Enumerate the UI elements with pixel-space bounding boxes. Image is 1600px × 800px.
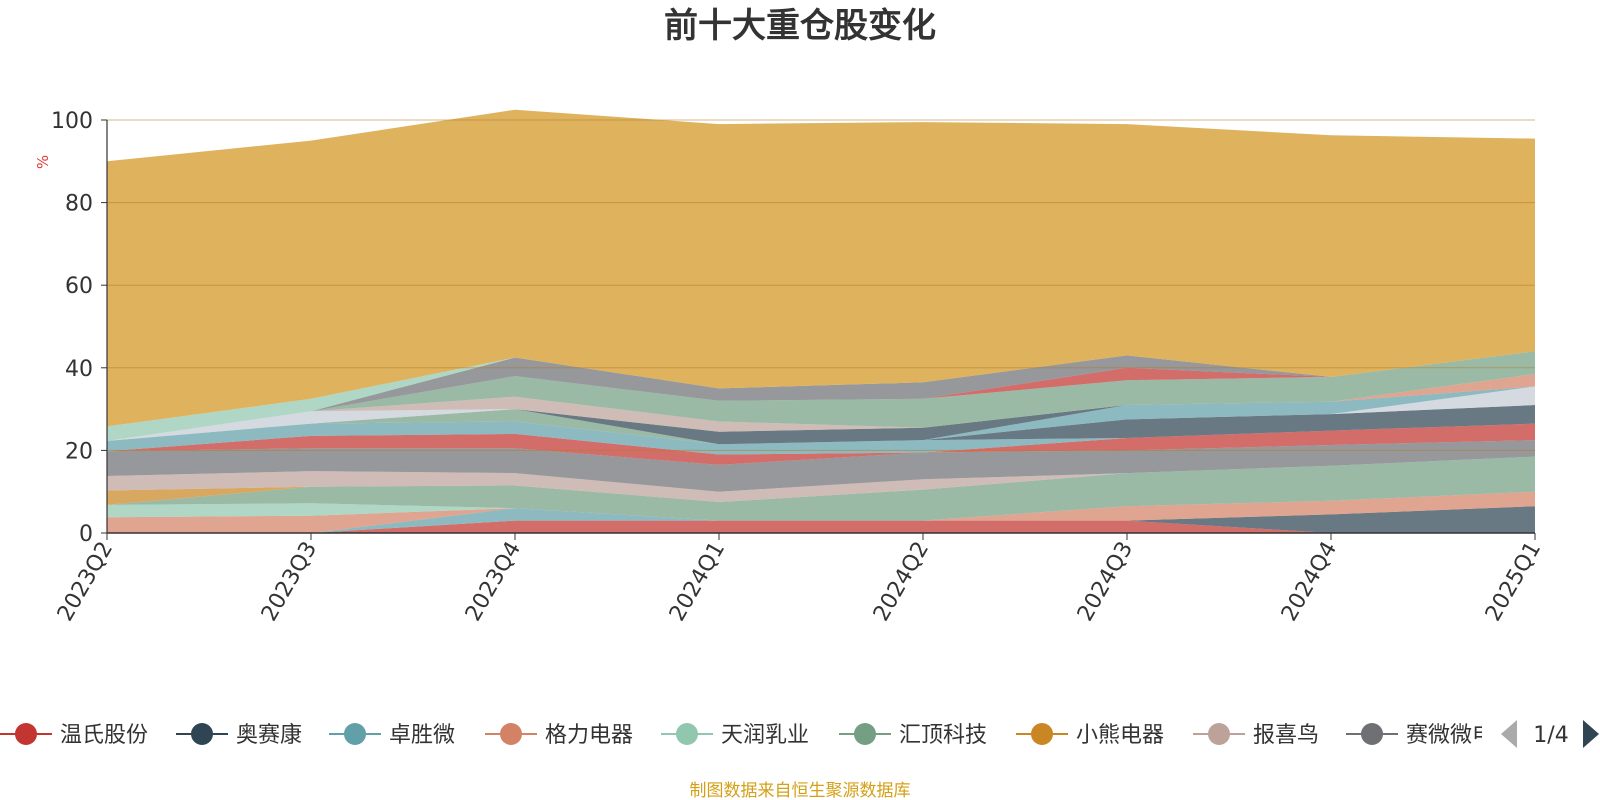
area-series-21 — [107, 374, 1535, 441]
legend-circle-icon — [1361, 723, 1383, 745]
legend: 温氏股份 奥赛康 卓胜微 格力电器 天润乳业 汇顶科技 小熊电器 报喜鸟 赛微微电 1/4 — [0, 720, 1599, 748]
area-series-26 — [107, 109, 1535, 427]
y-tick-label: 100 — [51, 109, 93, 134]
legend-circle-icon — [15, 723, 37, 745]
x-tick-label: 2024Q3 — [1073, 538, 1138, 626]
area-series-4 — [107, 491, 1535, 533]
legend-label: 汇顶科技 — [899, 723, 987, 748]
y-axis-label: % — [34, 155, 52, 169]
legend-item[interactable]: 格力电器 — [485, 723, 633, 748]
legend-label: 格力电器 — [545, 723, 633, 748]
legend-prev-page-icon[interactable] — [1501, 720, 1517, 748]
area-series-15 — [107, 405, 1535, 445]
legend-item[interactable]: 赛微微电 — [1346, 723, 1494, 748]
legend-circle-icon — [854, 723, 876, 745]
area-series-12 — [107, 423, 1535, 465]
x-tick-label: 2023Q4 — [461, 538, 526, 626]
legend-item[interactable]: 奥赛康 — [176, 723, 302, 748]
area-series-14 — [107, 409, 1535, 445]
x-tick-label: 2024Q1 — [665, 538, 730, 626]
plot-area — [107, 109, 1535, 533]
legend-label: 天润乳业 — [721, 723, 809, 748]
legend-circle-icon — [676, 723, 698, 745]
legend-circle-icon — [344, 723, 366, 745]
legend-item[interactable]: 小熊电器 — [1016, 723, 1164, 748]
legend-circle-icon — [500, 723, 522, 745]
area-series-8 — [107, 456, 1535, 502]
y-tick-label: 20 — [65, 439, 93, 464]
y-tick-label: 40 — [65, 357, 93, 382]
x-tick-label: 2023Q2 — [53, 538, 118, 626]
legend-item[interactable]: 温氏股份 — [0, 723, 148, 748]
x-tick-label: 2024Q2 — [869, 538, 934, 626]
source-note: 制图数据来自恒生聚源数据库 — [690, 781, 911, 800]
legend-label: 卓胜微 — [389, 723, 455, 748]
area-series-2 — [107, 506, 1535, 533]
legend-item[interactable]: 卓胜微 — [329, 723, 455, 748]
legend-label: 奥赛康 — [236, 723, 302, 748]
area-series-22 — [107, 351, 1535, 441]
legend-label: 报喜鸟 — [1253, 723, 1319, 748]
area-series-17 — [107, 386, 1535, 445]
area-series-24 — [107, 351, 1535, 441]
chart-title: 前十大重仓股变化 — [664, 6, 936, 46]
x-tick-label: 2023Q3 — [257, 538, 322, 626]
legend-circle-icon — [1031, 723, 1053, 745]
x-tick-label: 2024Q4 — [1277, 538, 1342, 626]
area-series-23 — [107, 351, 1535, 441]
area-series-5 — [107, 491, 1535, 521]
area-series-6 — [107, 456, 1535, 521]
area-series-9 — [107, 440, 1535, 492]
legend-circle-icon — [191, 723, 213, 745]
legend-item[interactable]: 汇顶科技 — [839, 723, 987, 748]
legend-label: 小熊电器 — [1076, 723, 1164, 748]
area-series-1 — [107, 520, 1535, 533]
area-series-13 — [107, 421, 1535, 455]
legend-item[interactable]: 报喜鸟 — [1193, 723, 1319, 748]
area-series-16 — [107, 386, 1535, 445]
y-tick-label: 60 — [65, 274, 93, 299]
legend-circle-icon — [1208, 723, 1230, 745]
area-series-20 — [107, 374, 1535, 445]
legend-label: 温氏股份 — [60, 723, 148, 748]
y-tick-label: 0 — [79, 522, 93, 547]
legend-next-page-icon[interactable] — [1583, 720, 1599, 748]
legend-label: 赛微微电 — [1406, 723, 1494, 748]
legend-item[interactable]: 天润乳业 — [661, 723, 809, 748]
legend-page-indicator: 1/4 — [1533, 723, 1568, 748]
x-tick-label: 2025Q1 — [1481, 538, 1546, 626]
y-tick-label: 80 — [65, 192, 93, 217]
